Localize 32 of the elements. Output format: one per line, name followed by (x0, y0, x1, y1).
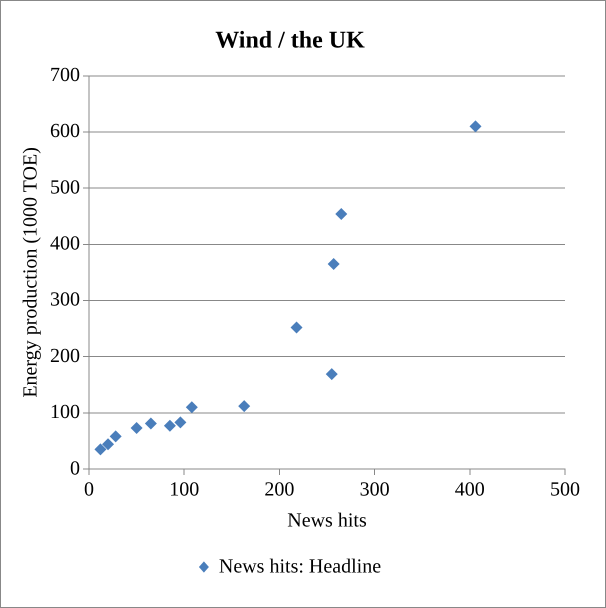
point (164, 420, 176, 432)
point (186, 401, 198, 414)
point (174, 416, 186, 428)
point (238, 400, 250, 412)
x-tick-label: 200 (264, 478, 294, 500)
point (290, 321, 303, 334)
y-tick-label: 0 (70, 457, 80, 480)
point (130, 422, 143, 434)
point (470, 120, 482, 132)
point (328, 258, 340, 270)
legend-label: News hits: Headline (218, 555, 382, 578)
point (326, 368, 338, 380)
y-tick-label: 500 (50, 176, 80, 198)
y-tick-label: 700 (50, 64, 80, 86)
y-tick-label: 600 (50, 120, 80, 142)
point (335, 208, 348, 220)
chart-title: Wind / the UK (215, 28, 366, 54)
y-tick-label: 300 (50, 288, 80, 311)
x-tick-label: 500 (550, 478, 580, 500)
x-tick-label: 0 (84, 478, 94, 500)
x-tick-label: 300 (360, 478, 390, 500)
y-tick-label: 400 (50, 232, 80, 255)
point (94, 443, 106, 456)
x-tick-label: 400 (454, 478, 485, 500)
y-tick-label: 200 (50, 344, 80, 367)
x-axis-title: News hits (287, 509, 367, 532)
y-tick-label: 100 (50, 401, 80, 424)
point (110, 430, 122, 442)
y-axis-title: Energy production (1000 TOE) (19, 147, 42, 398)
x-tick-label: 100 (169, 478, 200, 500)
point (144, 418, 157, 430)
point (102, 438, 114, 450)
